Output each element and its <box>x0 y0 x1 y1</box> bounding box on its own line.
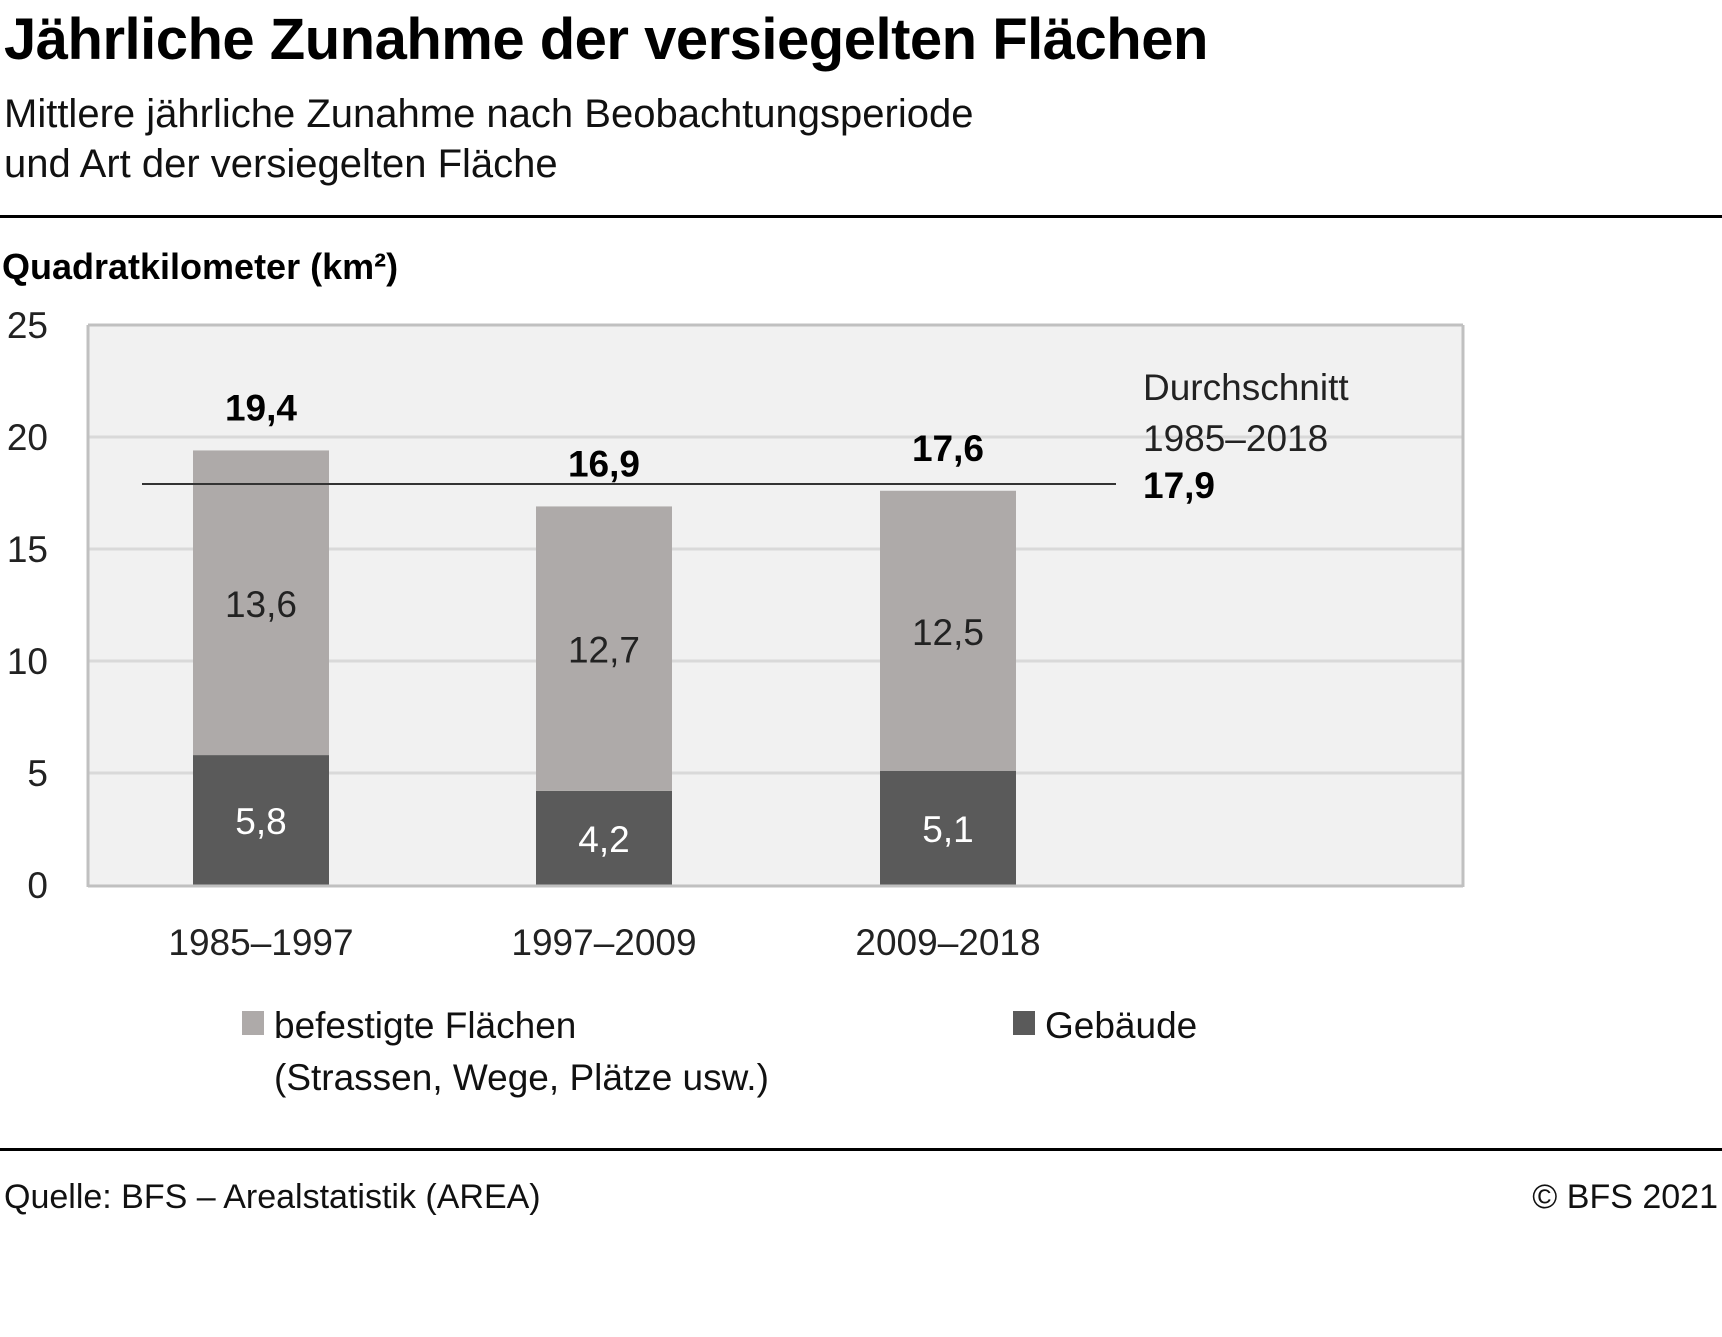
legend-label-gebaeude: Gebäude <box>1045 1005 1198 1046</box>
copyright-note: © BFS 2021 <box>1532 1178 1718 1216</box>
y-tick-label: 25 <box>7 305 48 346</box>
x-tick-label: 2009–2018 <box>855 922 1040 963</box>
bar-total-label: 17,6 <box>912 428 984 469</box>
legend-item-befestigte: befestigte Flächen (Strassen, Wege, Plät… <box>242 1000 769 1104</box>
legend-label-line2: (Strassen, Wege, Plätze usw.) <box>274 1057 769 1098</box>
legend-item-gebaeude: Gebäude <box>1013 1000 1197 1052</box>
reference-label-line2: 1985–2018 <box>1143 418 1328 459</box>
chart-subtitle-line1: Mittlere jährliche Zunahme nach Beobacht… <box>4 92 974 136</box>
segment-value-label: 13,6 <box>225 584 297 625</box>
bar-segment-befestigte <box>536 506 672 791</box>
bar-segment-gebaeude <box>193 755 329 885</box>
x-tick-label: 1985–1997 <box>168 922 353 963</box>
segment-value-label: 5,8 <box>235 801 286 842</box>
chart-title: Jährliche Zunahme der versiegelten Fläch… <box>4 7 1208 72</box>
y-axis-ticks: 0 5 10 15 20 25 <box>7 305 48 906</box>
y-tick-label: 0 <box>27 865 48 906</box>
bar-total-label: 16,9 <box>568 443 640 484</box>
bars: 5,8 13,6 19,4 4,2 12,7 16,9 5,1 12,5 17,6 <box>193 387 1016 885</box>
y-tick-label: 5 <box>27 753 48 794</box>
bar-segment-gebaeude <box>880 770 1016 885</box>
footer-divider <box>0 1148 1722 1151</box>
chart-subtitle-line2: und Art der versiegelten Fläche <box>4 142 558 186</box>
stacked-bar-chart: 0 5 10 15 20 25 5,8 13,6 19,4 4,2 12,7 16,9 5,1 12,5… <box>7 305 1465 963</box>
reference-value-label: 17,9 <box>1143 465 1215 506</box>
y-axis-label: Quadratkilometer (km²) <box>2 246 399 287</box>
legend-swatch-gebaeude <box>1013 1011 1035 1035</box>
source-note: Quelle: BFS – Arealstatistik (AREA) <box>4 1178 541 1216</box>
x-tick-label: 1997–2009 <box>511 922 696 963</box>
segment-value-label: 4,2 <box>578 819 629 860</box>
y-tick-label: 15 <box>7 529 48 570</box>
y-tick-label: 10 <box>7 641 48 682</box>
bar-segment-gebaeude <box>536 790 672 885</box>
segment-value-label: 12,7 <box>568 630 640 671</box>
legend-label-line1: befestigte Flächen <box>274 1005 577 1046</box>
bar-segment-befestigte <box>880 490 1016 771</box>
y-tick-label: 20 <box>7 417 48 458</box>
header-divider <box>0 215 1722 218</box>
bar-total-label: 19,4 <box>225 387 297 428</box>
bar-segment-befestigte <box>193 450 329 756</box>
segment-value-label: 5,1 <box>922 809 973 850</box>
segment-value-label: 12,5 <box>912 612 984 653</box>
reference-label-line1: Durchschnitt <box>1143 367 1349 408</box>
x-axis-ticks: 1985–1997 1997–2009 2009–2018 <box>168 922 1040 963</box>
legend-swatch-befestigte <box>242 1011 264 1035</box>
legend-label-befestigte: befestigte Flächen (Strassen, Wege, Plät… <box>274 1000 769 1104</box>
